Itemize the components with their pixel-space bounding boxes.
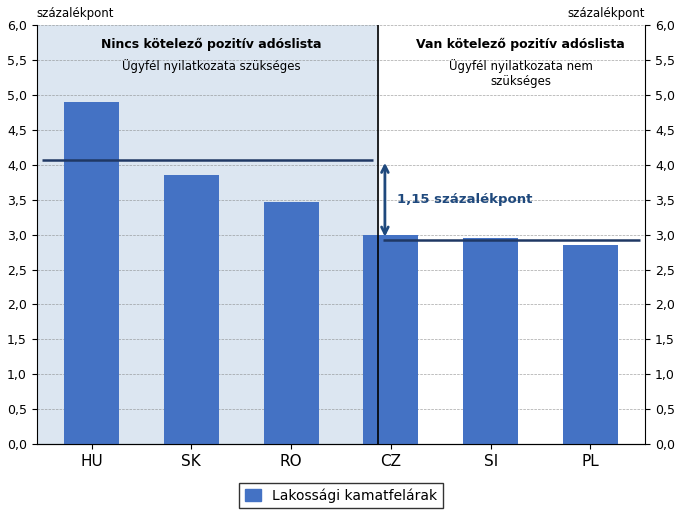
Text: Nincs kötelező pozitív adóslista: Nincs kötelező pozitív adóslista bbox=[101, 38, 321, 51]
Bar bbox=[64, 102, 119, 444]
Text: százalékpont: százalékpont bbox=[37, 7, 114, 19]
Legend: Lakossági kamatfelárak: Lakossági kamatfelárak bbox=[239, 483, 443, 508]
Bar bbox=[463, 238, 518, 444]
Bar bbox=[563, 245, 618, 444]
Text: 1,15 százalékpont: 1,15 százalékpont bbox=[397, 193, 532, 206]
Bar bbox=[37, 25, 378, 444]
Bar bbox=[164, 175, 219, 444]
Text: százalékpont: százalékpont bbox=[568, 7, 645, 19]
Bar bbox=[364, 235, 418, 444]
Text: Van kötelező pozitív adóslista: Van kötelező pozitív adóslista bbox=[416, 38, 625, 51]
Text: Ügyfél nyilatkozata szükséges: Ügyfél nyilatkozata szükséges bbox=[122, 59, 301, 73]
Text: Ügyfél nyilatkozata nem
szükséges: Ügyfél nyilatkozata nem szükséges bbox=[449, 59, 593, 88]
Bar bbox=[264, 202, 318, 444]
